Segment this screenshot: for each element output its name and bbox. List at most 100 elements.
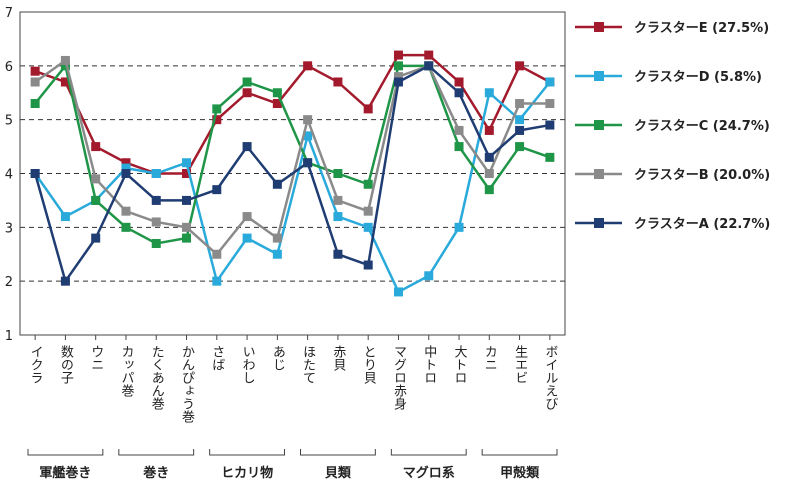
point-marker — [303, 131, 313, 141]
group-label: 巻き — [142, 465, 169, 481]
point-marker — [30, 169, 40, 178]
group-bracket — [481, 449, 558, 456]
point-marker — [515, 99, 525, 109]
y-tick-label: 1 — [5, 329, 13, 344]
group-label: 軍艦巻き — [39, 465, 91, 481]
x-tick-label: 赤貝 — [330, 345, 346, 371]
point-marker — [363, 222, 373, 232]
series-line — [34, 58, 550, 257]
legend-label: クラスターA (22.7%) — [634, 217, 770, 232]
x-tick-label: マグロ赤身 — [391, 345, 407, 411]
x-tick-label: ウニ — [88, 345, 103, 371]
x-tick-label: あじ — [270, 345, 285, 371]
point-marker — [182, 195, 192, 205]
point-marker — [60, 77, 70, 87]
point-marker — [182, 158, 192, 168]
point-marker — [91, 233, 101, 243]
point-marker — [424, 50, 434, 60]
legend-marker — [594, 120, 604, 130]
point-marker — [515, 142, 525, 152]
x-tick-label: 数の子 — [58, 345, 74, 384]
point-marker — [363, 260, 373, 270]
group-bracket — [209, 449, 285, 456]
point-marker — [121, 222, 131, 232]
point-marker — [30, 77, 40, 87]
point-marker — [30, 66, 40, 76]
group-bracket — [300, 449, 376, 456]
legend-marker — [594, 218, 604, 228]
point-marker — [212, 249, 222, 259]
point-marker — [454, 88, 464, 98]
point-marker — [272, 249, 282, 259]
point-marker — [212, 115, 222, 125]
point-marker — [545, 99, 555, 109]
point-marker — [121, 206, 131, 216]
point-marker — [333, 169, 343, 178]
group-label: 貝類 — [325, 466, 352, 481]
legend-marker — [594, 169, 604, 179]
point-marker — [303, 61, 313, 71]
y-tick-label: 7 — [5, 6, 13, 21]
x-tick-label: カニ — [482, 345, 497, 371]
point-marker — [121, 169, 131, 178]
point-marker — [272, 233, 282, 243]
y-tick-label: 4 — [5, 168, 13, 183]
y-tick-label: 5 — [5, 114, 13, 129]
point-marker — [91, 174, 101, 184]
point-marker — [454, 77, 464, 87]
point-marker — [212, 185, 222, 195]
point-marker — [182, 222, 192, 232]
point-marker — [333, 212, 343, 222]
point-marker — [60, 55, 70, 65]
x-tick-label: カッパ巻 — [118, 345, 134, 397]
point-marker — [60, 276, 70, 286]
point-marker — [545, 77, 555, 87]
point-marker — [272, 179, 282, 189]
legend-label: クラスターE (27.5%) — [634, 21, 769, 36]
x-tick-label: 中トロ — [421, 345, 436, 384]
point-marker — [484, 152, 494, 162]
point-marker — [424, 61, 434, 71]
point-marker — [60, 212, 70, 222]
point-marker — [151, 169, 161, 178]
point-marker — [333, 249, 343, 259]
x-tick-label: いわし — [240, 345, 256, 384]
point-marker — [303, 115, 313, 125]
point-marker — [454, 222, 464, 232]
point-marker — [333, 195, 343, 205]
point-marker — [515, 125, 525, 135]
group-label: 甲殻類 — [500, 465, 540, 481]
point-marker — [182, 169, 192, 178]
point-marker — [515, 61, 525, 71]
legend-label: クラスターB (20.0%) — [634, 168, 770, 183]
point-marker — [60, 61, 70, 71]
point-marker — [363, 104, 373, 114]
group-bracket — [118, 449, 195, 456]
series-line — [34, 63, 551, 245]
point-marker — [424, 271, 434, 281]
point-marker — [242, 212, 252, 222]
y-tick-label: 6 — [5, 60, 13, 75]
plot-frame — [19, 11, 566, 336]
point-marker — [121, 158, 131, 168]
series-line — [33, 64, 551, 285]
point-marker — [242, 77, 252, 87]
point-marker — [303, 158, 313, 168]
point-marker — [272, 88, 282, 98]
point-marker — [393, 50, 403, 60]
group-bracket — [390, 449, 467, 456]
group-label: ヒカリ物 — [221, 465, 273, 481]
x-tick-label: 生エビ — [512, 345, 528, 384]
legend-marker — [594, 22, 604, 32]
point-marker — [484, 169, 494, 178]
point-marker — [151, 195, 161, 205]
point-marker — [363, 206, 373, 216]
group-bracket — [27, 449, 104, 456]
series-line — [34, 53, 551, 175]
point-marker — [484, 185, 494, 195]
x-tick-label: たくあん巻 — [149, 345, 165, 410]
legend-label: クラスターD (5.8%) — [634, 70, 762, 85]
point-marker — [393, 61, 403, 71]
point-marker — [30, 99, 40, 109]
point-marker — [454, 142, 464, 152]
